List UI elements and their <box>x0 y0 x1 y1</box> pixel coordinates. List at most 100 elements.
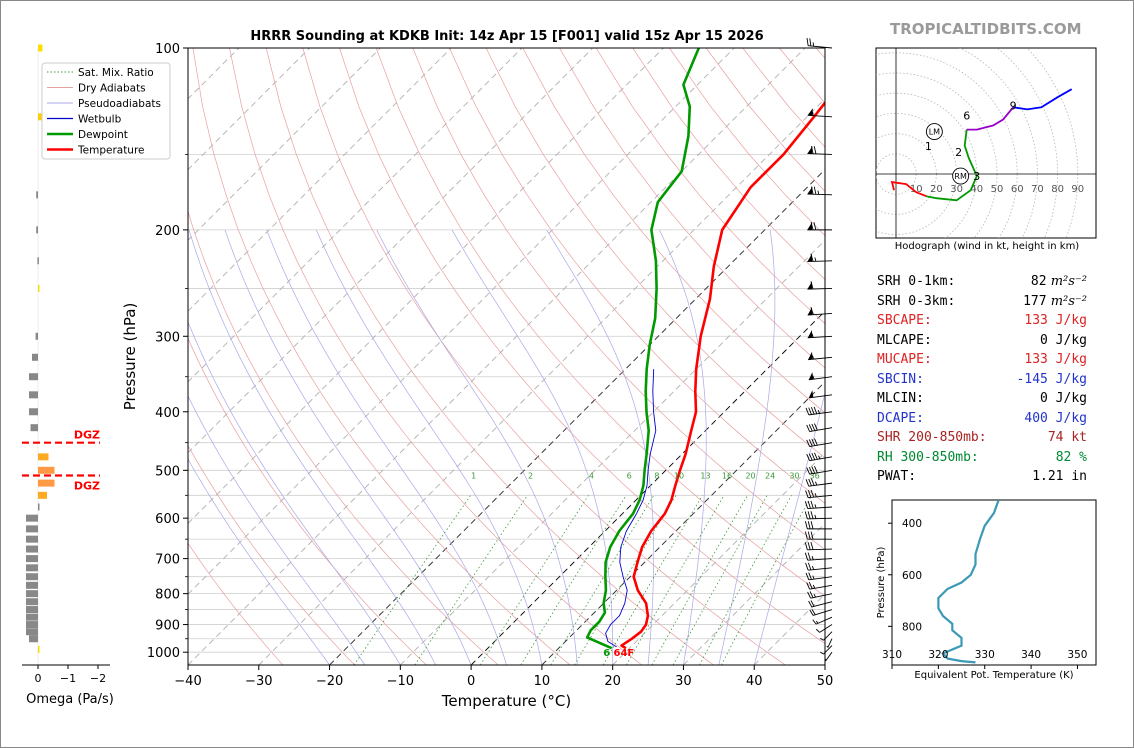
wind-barb <box>804 511 833 520</box>
barb-feather <box>804 542 808 550</box>
barb-feather <box>813 222 817 230</box>
hodograph-height-label: 3 <box>973 170 980 183</box>
y-tick-label: 200 <box>155 224 180 239</box>
mixing-ratio-label: 20 <box>745 472 755 481</box>
mixing-ratio-line <box>550 495 655 665</box>
barb-flag <box>807 108 813 116</box>
barb-staff <box>823 631 833 641</box>
barb-staff <box>809 469 833 475</box>
wind-barb <box>808 600 833 608</box>
omega-bar <box>29 373 38 381</box>
barb-feather <box>811 466 816 474</box>
barb-staff <box>807 548 833 551</box>
barb-staff <box>808 45 833 49</box>
stat-row: SRH 0-1km: 82 m²s⁻² <box>877 272 1097 292</box>
wind-barb <box>807 222 832 231</box>
mixing-ratio-line <box>651 495 748 665</box>
wind-barb <box>812 616 833 625</box>
wind-barb <box>805 406 833 416</box>
stat-label: RH 300-850mb: <box>877 449 979 465</box>
barb-flag <box>808 390 814 398</box>
barb-flag <box>807 281 813 290</box>
stat-row: DCAPE: 400 J/kg <box>877 409 1097 429</box>
omega-tick-label: −2 <box>90 672 106 685</box>
hodograph-ring-label: 40 <box>970 184 983 195</box>
barb-flag <box>807 330 813 338</box>
mixing-ratio-label: 30 <box>789 472 799 481</box>
x-tick-label: 10 <box>534 674 551 689</box>
hodograph-height-label: 1 <box>925 140 932 153</box>
barb-feather <box>805 490 809 498</box>
barb-feather <box>805 572 810 580</box>
barb-half-feather <box>812 111 814 116</box>
omega-bar <box>26 555 38 563</box>
barb-half-feather <box>818 455 821 460</box>
omega-bar <box>29 391 38 399</box>
stat-label: PWAT: <box>877 469 917 484</box>
dry-adiabat <box>339 48 825 644</box>
barb-feather <box>811 423 816 431</box>
barb-feather <box>810 511 814 519</box>
barb-feather <box>815 628 820 633</box>
wind-barb <box>820 645 833 655</box>
barb-feather <box>807 531 811 540</box>
barb-staff <box>808 411 833 416</box>
omega-bar <box>38 466 55 474</box>
hodograph-trace <box>926 129 978 202</box>
omega-bar <box>26 606 38 614</box>
stat-value: 1.21 in <box>1032 469 1087 484</box>
stat-label: MLCAPE: <box>877 332 932 348</box>
hodograph-ring-label: 50 <box>991 184 1004 195</box>
barb-feather <box>811 438 816 446</box>
wind-barb <box>805 572 833 581</box>
barb-staff <box>812 609 833 616</box>
stat-row: RH 300-850mb: 82 % <box>877 448 1097 468</box>
omega-bar <box>26 581 38 589</box>
wind-barb <box>808 390 833 399</box>
barb-feather <box>810 146 814 154</box>
omega-bar <box>26 598 38 606</box>
theta-e-y-tick-label: 600 <box>902 570 922 582</box>
barb-feather <box>808 407 812 415</box>
x-tick-label: −40 <box>174 674 201 689</box>
barb-half-feather <box>812 584 816 589</box>
barb-flag <box>807 253 813 262</box>
barb-feather <box>808 466 813 474</box>
omega-bar <box>29 635 38 643</box>
omega-tick-label: 0 <box>35 672 42 685</box>
wind-barb <box>804 531 832 540</box>
barb-half-feather <box>814 493 817 498</box>
wind-barb <box>808 351 833 361</box>
barb-flag <box>808 351 813 360</box>
barb-half-feather <box>815 481 818 486</box>
stat-value: 82 m²s⁻² <box>1030 274 1087 289</box>
omega-bar <box>26 573 38 581</box>
omega-bar <box>36 226 38 234</box>
barb-feather <box>813 406 818 414</box>
stat-row: SBCAPE: 133 J/kg <box>877 311 1097 331</box>
wind-barb <box>806 423 833 432</box>
x-tick-label: −20 <box>316 674 343 689</box>
storm-motion-label: RM <box>954 172 967 181</box>
omega-bar <box>38 491 47 499</box>
omega-bar <box>26 525 38 533</box>
wind-barb <box>826 638 833 648</box>
isotherm <box>188 48 735 595</box>
stat-value: 133 J/kg <box>1024 313 1087 328</box>
theta-e-x-axis-label: Equivalent Pot. Temperature (K) <box>914 670 1073 681</box>
omega-bar <box>38 503 40 511</box>
mixing-ratio-line <box>672 495 768 665</box>
wind-barb <box>804 500 833 510</box>
pseudoadiabat <box>188 395 366 665</box>
barb-staff <box>807 260 833 263</box>
barb-staff <box>808 567 833 571</box>
barb-half-feather <box>817 190 820 195</box>
omega-bar <box>38 453 49 461</box>
wind-barb <box>807 146 833 155</box>
y-tick-label: 300 <box>155 330 180 345</box>
x-tick-label: −30 <box>245 674 272 689</box>
barb-feather <box>810 500 814 509</box>
dry-adiabat <box>188 542 284 665</box>
barb-staff <box>807 517 833 520</box>
legend-box <box>41 62 171 160</box>
